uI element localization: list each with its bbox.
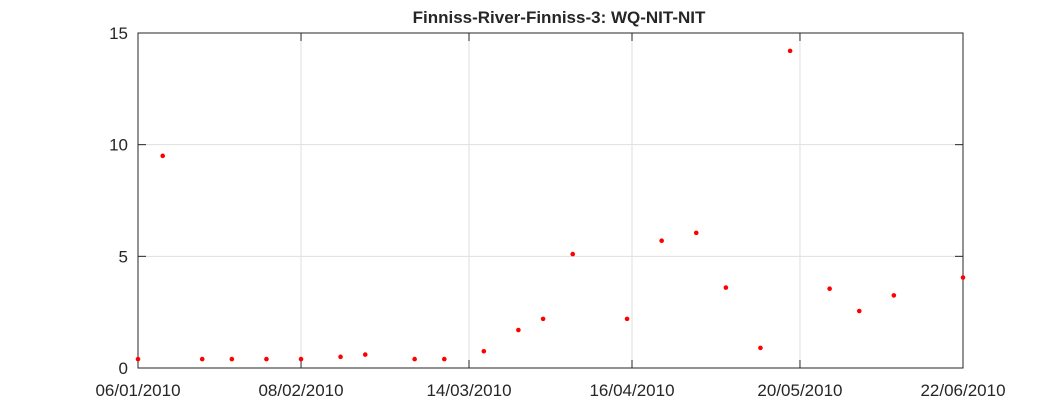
data-point [659, 238, 664, 243]
data-point [540, 316, 546, 322]
data-point [441, 356, 447, 362]
data-point [723, 285, 729, 290]
data-point [891, 293, 897, 298]
data-point [481, 348, 487, 354]
data-point [199, 356, 205, 362]
y-tick-label: 10 [109, 136, 128, 155]
data-point [758, 345, 763, 351]
x-tick-label: 22/06/2010 [920, 381, 1005, 400]
data-point [787, 48, 793, 54]
data-point [298, 356, 304, 362]
data-point [229, 356, 235, 362]
data-point [960, 275, 966, 280]
x-tick-label: 14/03/2010 [426, 381, 511, 400]
data-point [135, 356, 141, 362]
chart-title: Finniss-River-Finniss-3: WQ-NIT-NIT [413, 8, 706, 27]
y-tick-label: 15 [109, 24, 128, 43]
data-point [624, 316, 630, 322]
axis-tick-labels: 06/01/2010 08/02/2010 14/03/2010 16/04/2010… [95, 24, 1005, 400]
data-point [570, 251, 576, 257]
x-tick-label: 20/05/2010 [757, 381, 842, 400]
y-tick-label: 0 [119, 359, 128, 378]
data-point [827, 286, 832, 292]
x-tick-label: 16/04/2010 [589, 381, 674, 400]
data-point [160, 153, 166, 159]
data-point [338, 354, 343, 360]
data-points [135, 48, 966, 362]
plot-area [137, 32, 964, 369]
data-point [264, 356, 269, 362]
data-point [362, 352, 368, 357]
data-point [516, 327, 521, 333]
axis-ticks [137, 32, 964, 369]
grid-lines [138, 33, 963, 368]
data-point [412, 356, 417, 362]
data-point [856, 308, 862, 314]
x-tick-label: 08/02/2010 [258, 381, 343, 400]
y-tick-label: 5 [119, 247, 128, 266]
data-point [693, 230, 699, 236]
x-tick-label: 06/01/2010 [95, 381, 180, 400]
